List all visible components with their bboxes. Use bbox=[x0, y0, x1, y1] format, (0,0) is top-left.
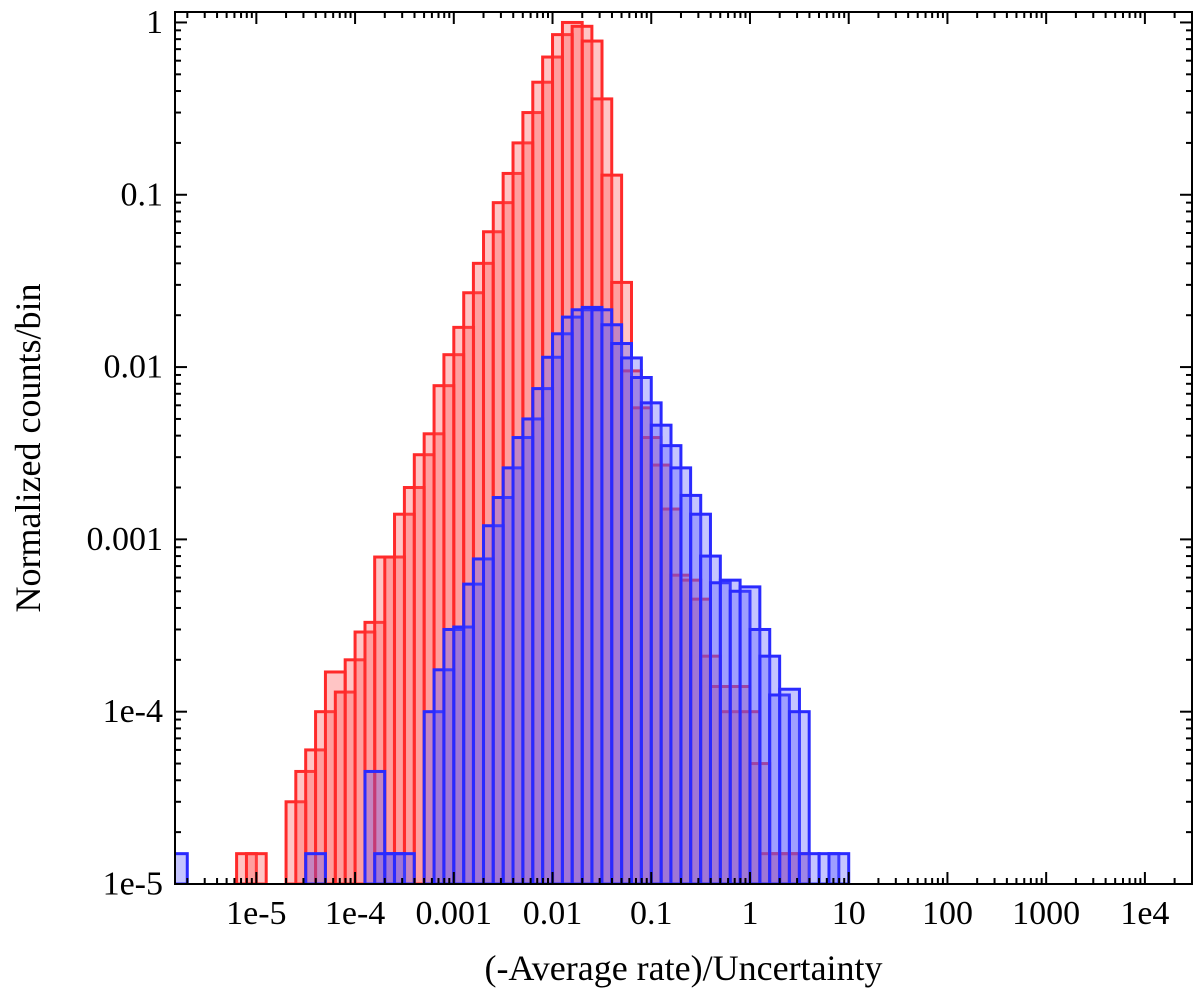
x-tick-label: 100 bbox=[922, 895, 973, 932]
x-tick-label: 1e-4 bbox=[325, 895, 385, 932]
bars-layer bbox=[175, 20, 851, 884]
y-tick-label: 1e-5 bbox=[103, 866, 163, 903]
y-tick-label: 0.01 bbox=[104, 349, 164, 386]
series-2 bbox=[175, 305, 851, 884]
y-tick-label: 1 bbox=[146, 4, 163, 41]
y-tick-label: 1e-4 bbox=[103, 693, 163, 730]
x-axis-title: (-Average rate)/Uncertainty bbox=[484, 948, 882, 988]
y-tick-label: 0.001 bbox=[87, 521, 164, 558]
histogram-bar bbox=[393, 852, 416, 884]
histogram-bar bbox=[175, 852, 189, 884]
x-tick-label: 1e4 bbox=[1120, 895, 1169, 932]
plot-frame bbox=[174, 11, 1193, 885]
x-tick-label: 1000 bbox=[1012, 895, 1080, 932]
histogram-bar bbox=[363, 769, 387, 884]
x-tick-label: 10 bbox=[832, 895, 866, 932]
x-tick-label: 1 bbox=[741, 895, 758, 932]
x-tick-label: 0.01 bbox=[523, 895, 583, 932]
x-tick-label: 0.001 bbox=[416, 895, 493, 932]
x-tick-label: 1e-5 bbox=[226, 895, 286, 932]
histogram-bar bbox=[787, 710, 811, 884]
x-tick-label: 0.1 bbox=[630, 895, 673, 932]
y-tick-label: 0.1 bbox=[121, 176, 164, 213]
y-axis-title: Normalized counts/bin bbox=[8, 284, 48, 613]
